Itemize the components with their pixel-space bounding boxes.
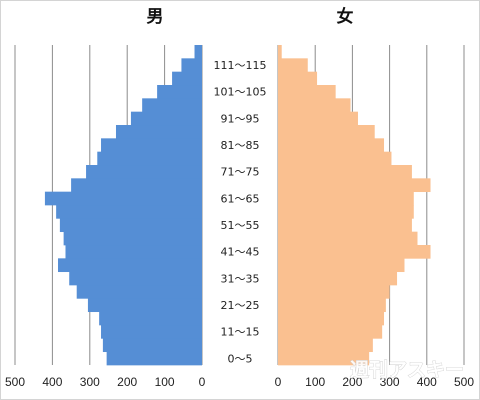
male-bar [71,178,202,193]
age-group-label: 11〜15 [221,326,260,339]
female-axis-tick: 100 [305,375,325,389]
female-axis-tick: 400 [417,375,437,389]
female-axis-tick: 500 [454,375,474,389]
female-bar [278,165,412,179]
male-bar [106,351,202,366]
male-bar [58,258,203,273]
female-bar [278,111,358,126]
female-axis-tick: 0 [275,375,282,389]
male-axis-tick: 300 [80,375,100,389]
age-group-label: 111〜115 [214,59,267,72]
age-group-label: 21〜25 [221,299,260,312]
male-axis-tick: 0 [199,375,206,389]
male-bar [56,205,202,219]
male-axis-tick: 100 [155,375,175,389]
female-bar [278,205,414,219]
age-group-label: 101〜105 [214,86,267,99]
female-bar [278,98,351,113]
male-bar [172,71,202,86]
female-bar [278,138,385,153]
female-bar [278,351,370,366]
male-bar [76,285,202,299]
watermark-logo: 週刊アスキー [350,359,464,381]
age-group-label: 61〜65 [221,192,260,205]
female-bar [278,45,282,59]
female-bar [278,338,373,353]
age-group-label: 91〜95 [221,112,260,125]
male-bar [101,325,202,339]
male-bar [142,98,202,113]
male-bar [181,58,202,73]
male-title: 男 [147,7,164,27]
female-bar [278,151,392,166]
male-bar [44,191,202,206]
male-bar [86,165,202,179]
male-bar [87,298,202,313]
female-bar [278,285,390,299]
female-bar [278,125,375,139]
age-group-label: 81〜85 [221,139,260,152]
male-axis-tick: 200 [117,375,137,389]
female-bar [278,245,431,259]
male-bar [65,245,203,259]
female-axis-tick: 200 [342,375,362,389]
female-bar [278,231,418,246]
female-bar [278,258,405,273]
female-bar [278,191,414,206]
male-bar [101,138,202,153]
male-axis-tick: 400 [42,375,62,389]
male-bar [102,338,202,353]
male-bar [115,125,202,139]
male-bar [99,311,202,326]
female-bar [278,58,308,73]
male-bar [157,85,202,99]
female-bar [278,218,412,233]
female-bar [278,271,398,286]
female-bar [278,85,336,99]
female-axis-tick: 300 [380,375,400,389]
female-bar [278,178,431,193]
female-bar [278,311,385,326]
male-bar [69,271,202,286]
age-group-label: 0〜5 [228,352,253,365]
male-bar [59,218,202,233]
male-bar [130,111,202,126]
female-bar [278,325,383,339]
male-axis-tick: 500 [5,375,25,389]
age-group-label: 41〜45 [221,246,260,259]
female-title: 女 [337,6,354,27]
age-group-label: 51〜55 [221,219,260,232]
age-group-label: 31〜35 [221,272,260,285]
age-group-label: 71〜75 [221,166,260,179]
male-bar [63,231,203,246]
female-bar [278,71,318,86]
male-bar [97,151,202,166]
male-bar [194,45,202,59]
female-bar [278,298,386,313]
